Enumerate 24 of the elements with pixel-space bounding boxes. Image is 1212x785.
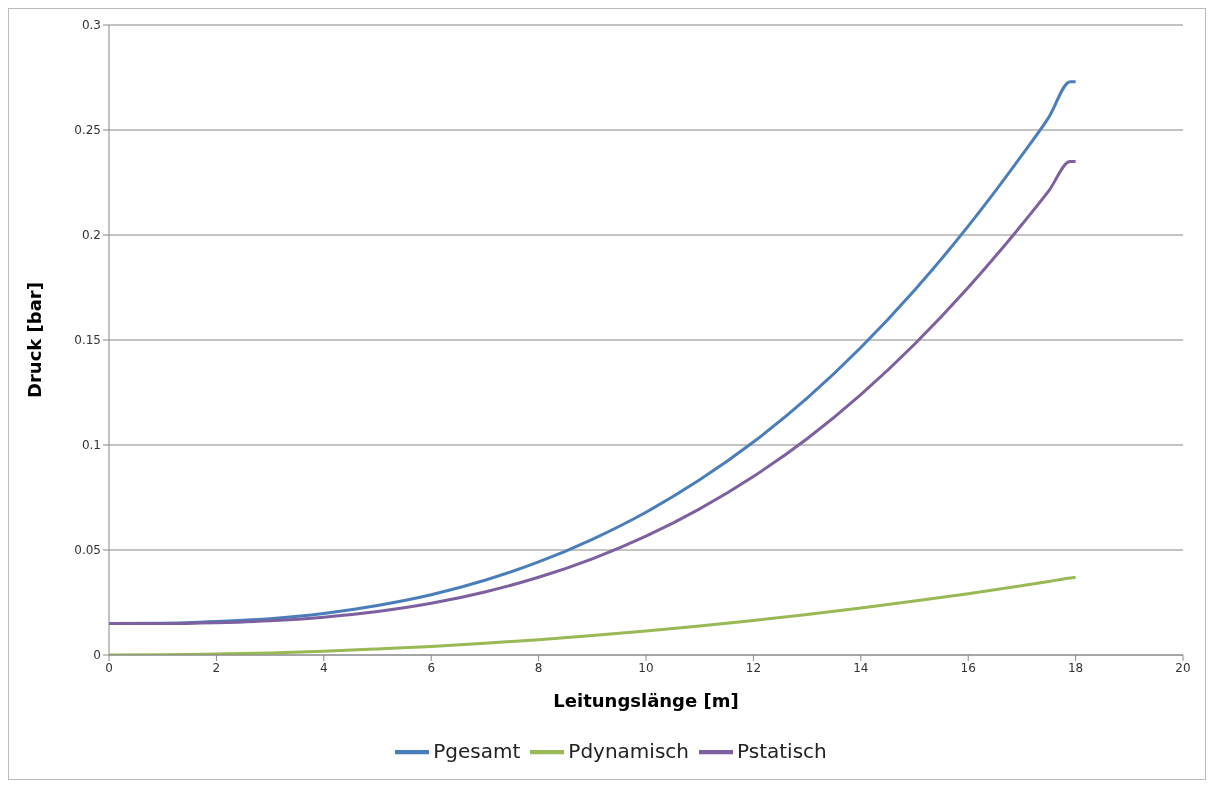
x-tick-label: 0 <box>105 660 113 675</box>
x-tick-label: 18 <box>1067 660 1084 675</box>
x-axis-title: Leitungslänge [m] <box>553 690 739 711</box>
line-series <box>109 575 1078 655</box>
y-tick-label: 0.25 <box>74 123 101 138</box>
legend-label: Pdynamisch <box>568 738 689 763</box>
x-tick-label: 2 <box>212 660 221 675</box>
y-tick-label: 0.2 <box>81 228 101 243</box>
x-tick-label: 12 <box>745 660 762 675</box>
legend-label: Pstatisch <box>737 738 827 763</box>
x-tick-label: 20 <box>1175 660 1191 675</box>
x-tick-label: 14 <box>853 660 869 675</box>
y-tick-label: 0.05 <box>74 543 101 558</box>
y-tick-label: 0.15 <box>74 333 101 348</box>
y-axis-title: Druck [bar] <box>24 282 46 398</box>
legend-label: Pgesamt <box>433 738 521 763</box>
x-tick-label: 4 <box>319 660 328 675</box>
x-tick-label: 16 <box>960 660 976 675</box>
y-tick-label: 0.1 <box>81 438 101 453</box>
x-tick-label: 6 <box>427 660 436 675</box>
y-tick-label: 0.3 <box>81 18 101 33</box>
x-tick-label: 10 <box>638 660 654 675</box>
x-tick-label: 8 <box>534 660 543 675</box>
y-tick-label: 0 <box>93 648 101 663</box>
